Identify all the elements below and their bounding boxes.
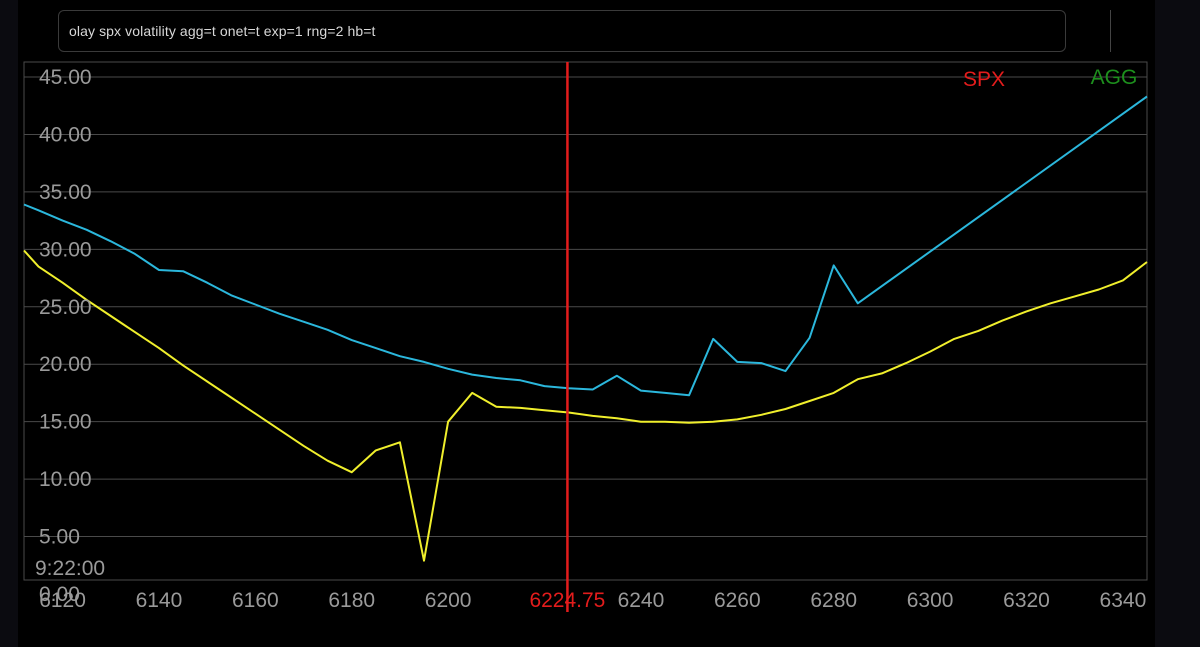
x-tick-label: 6300 bbox=[907, 589, 954, 612]
labels: 45.00 40.00 35.00 30.00 25.00 20.00 15.00 10.00… bbox=[35, 66, 1146, 612]
legend-spx: SPX bbox=[963, 68, 1005, 91]
axes bbox=[23, 61, 1148, 581]
series bbox=[23, 95, 1148, 562]
x-tick-label: 6280 bbox=[810, 589, 857, 612]
y-tick-label: 30.00 bbox=[39, 238, 92, 261]
x-tick-label: 6140 bbox=[136, 589, 183, 612]
y-tick-label: 35.00 bbox=[39, 181, 92, 204]
command-input[interactable]: olay spx volatility agg=t onet=t exp=1 r… bbox=[58, 10, 1066, 52]
y-tick-label: 5.00 bbox=[39, 526, 80, 549]
y-tick-label: 0.00 bbox=[39, 583, 80, 606]
x-tick-label: 6180 bbox=[328, 589, 375, 612]
x-tick-label: 6160 bbox=[232, 589, 279, 612]
x-tick-label: 6340 bbox=[1100, 589, 1147, 612]
y-tick-label: 40.00 bbox=[39, 123, 92, 146]
spx-volatility-line bbox=[23, 95, 1148, 397]
y-tick-label: 15.00 bbox=[39, 411, 92, 434]
time-label: 9:22:00 bbox=[35, 557, 105, 580]
y-tick-label: 20.00 bbox=[39, 353, 92, 376]
command-text: olay spx volatility agg=t onet=t exp=1 r… bbox=[69, 23, 376, 39]
x-tick-label: 6120 bbox=[39, 589, 86, 612]
x-tick-label: 6200 bbox=[425, 589, 472, 612]
y-tick-label: 45.00 bbox=[39, 66, 92, 89]
toolbar-divider bbox=[1110, 10, 1111, 52]
x-tick-label: 6240 bbox=[618, 589, 665, 612]
y-tick-label: 25.00 bbox=[39, 296, 92, 319]
grid bbox=[24, 76, 1147, 538]
plot-border bbox=[23, 61, 1148, 581]
x-tick-label: 6260 bbox=[714, 589, 761, 612]
chart-panel bbox=[18, 0, 1155, 647]
legend-agg: AGG bbox=[1091, 66, 1138, 89]
agg-volatility-line bbox=[23, 249, 1148, 562]
x-tick-label: 6320 bbox=[1003, 589, 1050, 612]
price-marker-label: 6224.75 bbox=[529, 589, 605, 612]
y-tick-label: 10.00 bbox=[39, 468, 92, 491]
